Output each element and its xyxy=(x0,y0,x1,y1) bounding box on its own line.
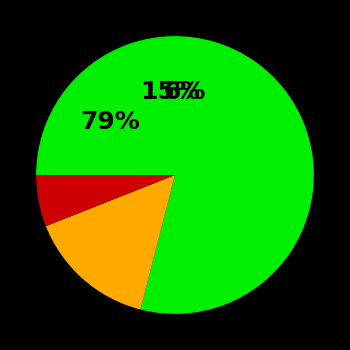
Wedge shape xyxy=(46,175,175,309)
Wedge shape xyxy=(36,36,314,314)
Text: 79%: 79% xyxy=(81,110,141,134)
Wedge shape xyxy=(36,175,175,226)
Text: 15%: 15% xyxy=(140,80,200,104)
Text: 6%: 6% xyxy=(164,80,206,104)
